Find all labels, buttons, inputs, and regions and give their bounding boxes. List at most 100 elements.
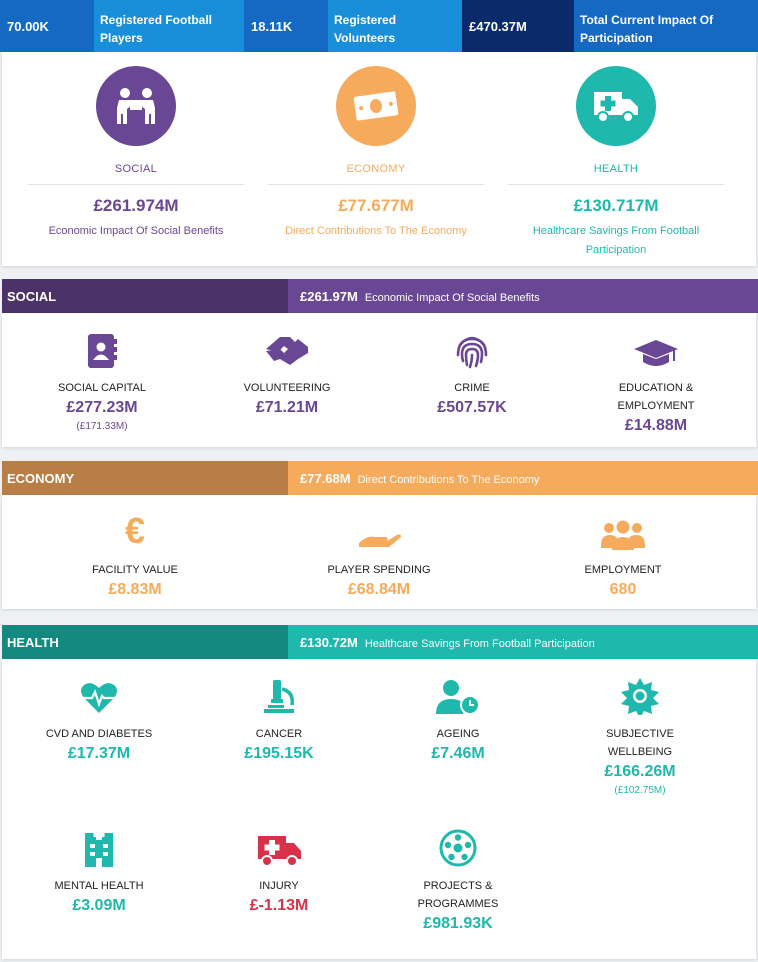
- social-header-desc: Economic Impact Of Social Benefits: [364, 292, 540, 304]
- microscope-icon: [219, 675, 339, 715]
- player-spending-value: £68.84M: [347, 581, 411, 598]
- health-header-title: HEALTH: [2, 625, 288, 659]
- projects-value: £981.93K: [423, 915, 493, 932]
- cancer-item[interactable]: CANCER £195.15K: [219, 675, 339, 763]
- cancer-name: CANCER: [255, 728, 303, 740]
- graduation-cap-icon: [596, 329, 716, 369]
- social-capital-item[interactable]: SOCIAL CAPITAL £277.23M (£171.33M): [42, 329, 162, 432]
- hand-giving-icon: [319, 511, 439, 551]
- summary-economy-amount: £77.677M: [338, 196, 414, 215]
- crime-item[interactable]: CRIME £507.57K: [412, 329, 532, 417]
- players-value-cell: 70.00K: [0, 0, 94, 52]
- mental-health-value: £3.09M: [72, 897, 126, 914]
- wellbeing-name-line-1: SUBJECTIVE: [606, 728, 674, 740]
- cancer-value: £195.15K: [244, 745, 314, 762]
- employment-value: 680: [609, 581, 637, 598]
- summary-health-desc: Healthcare Savings From Football Particip…: [508, 222, 724, 260]
- wellbeing-sub: (£102.75M): [614, 785, 666, 796]
- player-spending-name: PLAYER SPENDING: [327, 564, 431, 576]
- social-section-header: SOCIAL £261.97M Economic Impact Of Social…: [2, 279, 758, 313]
- euro-icon: €: [75, 511, 195, 551]
- summary-health-title: HEALTH: [593, 163, 639, 175]
- divider: [268, 184, 484, 185]
- facility-value-item[interactable]: € FACILITY VALUE £8.83M: [75, 511, 195, 599]
- players-value: 70.00K: [7, 19, 49, 34]
- facility-value-name: FACILITY VALUE: [92, 564, 178, 576]
- volunteers-value-cell: 18.11K: [244, 0, 328, 52]
- divider: [28, 184, 244, 185]
- impact-label-line-1: Total Current Impact Of: [580, 13, 714, 27]
- social-card: SOCIAL CAPITAL £277.23M (£171.33M) VOLUN…: [2, 313, 756, 447]
- health-header-desc: Healthcare Savings From Football Partici…: [364, 638, 595, 650]
- economy-header-desc: Direct Contributions To The Economy: [357, 474, 540, 486]
- summary-health-amount: £130.717M: [573, 196, 659, 215]
- economy-card: € FACILITY VALUE £8.83M PLAYER SPENDING …: [2, 495, 756, 609]
- ageing-value: £7.46M: [431, 745, 485, 762]
- crime-value: £507.57K: [437, 399, 507, 416]
- wellbeing-name: SUBJECTIVE WELLBEING: [580, 725, 700, 761]
- volunteers-label-cell: Registered Volunteers: [328, 0, 462, 52]
- mental-health-item[interactable]: MENTAL HEALTH £3.09M: [39, 827, 159, 915]
- education-item[interactable]: EDUCATION & EMPLOYMENT £14.88M: [596, 329, 716, 435]
- economy-header-title: ECONOMY: [2, 461, 288, 495]
- summary-social-amount: £261.974M: [93, 196, 179, 215]
- injury-item[interactable]: INJURY £-1.13M: [219, 827, 339, 915]
- impact-value-cell: £470.37M: [462, 0, 574, 52]
- wellbeing-value: £166.26M: [604, 763, 676, 780]
- wellbeing-name-line-2: WELLBEING: [607, 746, 673, 758]
- education-value: £14.88M: [624, 417, 688, 434]
- volunteering-item[interactable]: VOLUNTEERING £71.21M: [227, 329, 347, 417]
- summary-health-desc-line-1: Healthcare Savings From Football: [532, 225, 700, 237]
- projects-name-line-1: PROJECTS &: [423, 880, 493, 892]
- summary-economy[interactable]: ECONOMY £77.677M Direct Contributions To…: [268, 52, 484, 241]
- health-section-header: HEALTH £130.72M Healthcare Savings From F…: [2, 625, 758, 659]
- employment-item[interactable]: EMPLOYMENT 680: [563, 511, 683, 599]
- social-header-amount: £261.97M: [300, 289, 358, 304]
- hospital-building-icon: [39, 827, 159, 867]
- euro-glyph: €: [124, 510, 146, 551]
- group-icon: [563, 511, 683, 551]
- volunteers-label: Registered Volunteers: [334, 13, 397, 45]
- summary-social[interactable]: SOCIAL £261.974M Economic Impact Of Soci…: [28, 52, 244, 241]
- projects-name: PROJECTS & PROGRAMMES: [398, 877, 518, 913]
- ageing-item[interactable]: AGEING £7.46M: [398, 675, 518, 763]
- fingerprint-icon: [412, 329, 532, 369]
- handshake-icon: [227, 329, 347, 369]
- people-carrying-icon: [96, 66, 176, 146]
- top-stats-bar: 70.00K Registered Football Players 18.11…: [0, 0, 758, 52]
- impact-value: £470.37M: [469, 19, 527, 34]
- football-icon: [398, 827, 518, 867]
- mental-health-name: MENTAL HEALTH: [54, 880, 144, 892]
- sun-face-icon: [580, 675, 700, 715]
- cvd-diabetes-name: CVD AND DIABETES: [45, 728, 153, 740]
- projects-name-line-2: PROGRAMMES: [417, 898, 499, 910]
- summary-health-desc-line-2: Participation: [585, 244, 647, 256]
- summary-social-desc: Economic Impact Of Social Benefits: [48, 225, 224, 237]
- summary-economy-desc: Direct Contributions To The Economy: [285, 225, 467, 237]
- player-spending-item[interactable]: PLAYER SPENDING £68.84M: [319, 511, 439, 599]
- person-clock-icon: [398, 675, 518, 715]
- education-name-line-1: EDUCATION &: [618, 382, 694, 394]
- summary-social-title: SOCIAL: [114, 163, 158, 175]
- education-name: EDUCATION & EMPLOYMENT: [596, 379, 716, 415]
- heart-pulse-icon: [39, 675, 159, 715]
- social-capital-sub: (£171.33M): [76, 421, 128, 432]
- summary-health[interactable]: HEALTH £130.717M Healthcare Savings From…: [508, 52, 724, 260]
- cvd-diabetes-value: £17.37M: [67, 745, 131, 762]
- social-header-summary: £261.97M Economic Impact Of Social Benefi…: [288, 279, 758, 313]
- health-header-amount: £130.72M: [300, 635, 358, 650]
- volunteering-value: £71.21M: [255, 399, 319, 416]
- facility-value-value: £8.83M: [108, 581, 162, 598]
- education-name-line-2: EMPLOYMENT: [617, 400, 695, 412]
- volunteering-name: VOLUNTEERING: [243, 382, 331, 394]
- players-label-cell: Registered Football Players: [94, 0, 244, 52]
- summary-economy-title: ECONOMY: [346, 163, 406, 175]
- economy-header-summary: £77.68M Direct Contributions To The Econo…: [288, 461, 758, 495]
- wellbeing-item[interactable]: SUBJECTIVE WELLBEING £166.26M (£102.75M): [580, 675, 700, 796]
- cvd-diabetes-item[interactable]: CVD AND DIABETES £17.37M: [39, 675, 159, 763]
- projects-item[interactable]: PROJECTS & PROGRAMMES £981.93K: [398, 827, 518, 933]
- ambulance-icon: [576, 66, 656, 146]
- players-label: Registered Football Players: [100, 13, 213, 45]
- social-capital-name: SOCIAL CAPITAL: [57, 382, 147, 394]
- injury-name: INJURY: [259, 880, 299, 892]
